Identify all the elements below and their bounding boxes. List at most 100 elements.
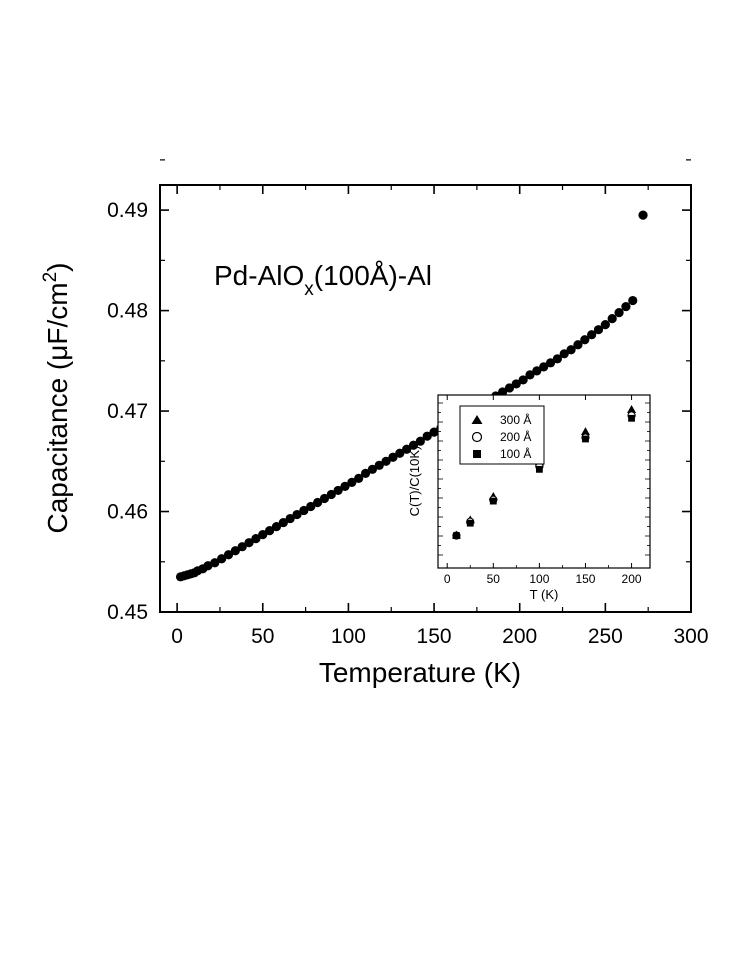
inset-x-tick-label: 200 <box>622 572 642 586</box>
inset-chart: 0 50 100 150 200 300 Å 200 Å 100 Å T (K) C(T… <box>407 394 651 602</box>
open-circle-marker-icon <box>471 431 483 443</box>
data-point <box>217 554 227 564</box>
data-point <box>312 497 323 508</box>
data-point <box>497 387 508 397</box>
y-tick-label: 0.46 <box>107 501 148 524</box>
data-point <box>258 530 268 540</box>
data-point <box>395 448 405 458</box>
data-point <box>299 505 309 516</box>
legend-entry-300: 300 Å <box>471 412 531 427</box>
square-marker-icon <box>473 450 481 458</box>
data-point <box>402 444 412 454</box>
legend-entry-100: 100 Å <box>473 446 531 461</box>
data-point <box>374 460 384 470</box>
data-point <box>408 440 419 450</box>
data-point <box>388 452 398 462</box>
data-point <box>271 522 282 532</box>
data-point <box>285 513 295 524</box>
inset-x-tick-label: 100 <box>529 572 549 586</box>
data-point <box>422 431 432 441</box>
legend-label-100: 100 Å <box>500 446 531 461</box>
data-point <box>552 354 562 364</box>
data-point <box>638 210 648 220</box>
data-point <box>559 349 569 359</box>
inset-y-axis-title: C(T)/C(10K) <box>407 446 422 517</box>
data-point <box>518 375 528 385</box>
inset-point-100 <box>582 435 589 443</box>
x-tick-label: 100 <box>331 625 366 648</box>
triangle-marker-icon <box>471 415 483 424</box>
data-point <box>566 345 576 355</box>
inset-point-100 <box>535 465 543 473</box>
data-point <box>223 550 234 560</box>
data-point <box>580 335 590 345</box>
x-tick-label: 50 <box>251 625 274 648</box>
y-tick-label: 0.45 <box>107 601 148 624</box>
data-point <box>628 295 638 306</box>
data-point <box>210 558 220 568</box>
main-tick-labels: 0 50 100 150 200 250 300 0.45 0.46 0.47 0.48 0.49 <box>107 199 708 648</box>
data-point <box>265 526 275 536</box>
inset-point-300 <box>627 405 637 413</box>
data-point <box>278 517 288 528</box>
main-plot-frame <box>159 184 692 613</box>
data-point <box>429 427 439 437</box>
legend-label-300: 300 Å <box>500 412 531 427</box>
x-tick-label: 200 <box>502 625 537 648</box>
inset-point-100 <box>628 414 635 422</box>
data-point <box>600 320 610 330</box>
data-point <box>333 485 343 496</box>
data-point <box>381 456 391 466</box>
x-tick-label: 300 <box>673 625 708 648</box>
main-y-axis-title: Capacitance (μF/cm2) <box>40 262 73 533</box>
data-point <box>237 542 247 552</box>
inset-point-300 <box>580 427 590 436</box>
inset-point-100 <box>466 519 474 527</box>
inset-legend: 300 Å 200 Å 100 Å <box>459 405 545 465</box>
data-point <box>504 383 515 393</box>
y-tick-label: 0.47 <box>107 400 148 423</box>
data-point <box>319 493 330 504</box>
data-point <box>415 436 425 446</box>
y-tick-label: 0.48 <box>107 300 148 323</box>
data-point <box>593 325 604 335</box>
inset-x-tick-label: 150 <box>575 572 595 586</box>
data-point <box>511 379 521 389</box>
data-point <box>251 534 261 544</box>
data-point <box>621 301 631 312</box>
data-point <box>532 366 542 376</box>
inset-point-100 <box>453 532 460 539</box>
data-point <box>244 538 254 548</box>
inset-ticks <box>438 395 650 568</box>
data-point <box>545 358 556 368</box>
data-point <box>360 468 371 478</box>
data-point <box>539 362 549 372</box>
inset-x-tick-label: 50 <box>487 572 501 586</box>
data-point <box>573 340 583 350</box>
x-tick-label: 0 <box>171 625 183 648</box>
data-point <box>614 307 624 318</box>
main-annotation: Pd-AlOx(100Å)-Al <box>214 260 432 300</box>
data-point <box>354 473 364 483</box>
data-point <box>230 546 240 556</box>
data-point <box>367 464 377 474</box>
main-ticks <box>160 159 692 613</box>
inset-point-100 <box>489 497 497 505</box>
inset-x-tick-label: 0 <box>444 572 451 586</box>
data-point <box>292 509 302 520</box>
y-tick-label: 0.49 <box>107 199 148 222</box>
data-point <box>203 561 213 571</box>
data-point <box>587 330 597 340</box>
data-point <box>607 314 617 324</box>
x-tick-label: 250 <box>588 625 623 648</box>
inset-tick-labels: 0 50 100 150 200 <box>444 572 642 586</box>
legend-label-200: 200 Å <box>500 429 531 444</box>
x-tick-label: 150 <box>417 625 452 648</box>
legend-entry-200: 200 Å <box>471 429 531 444</box>
data-point <box>347 477 357 487</box>
data-point <box>326 489 336 500</box>
data-point <box>340 481 350 492</box>
data-point <box>306 501 316 512</box>
inset-x-axis-title: T (K) <box>530 587 559 602</box>
